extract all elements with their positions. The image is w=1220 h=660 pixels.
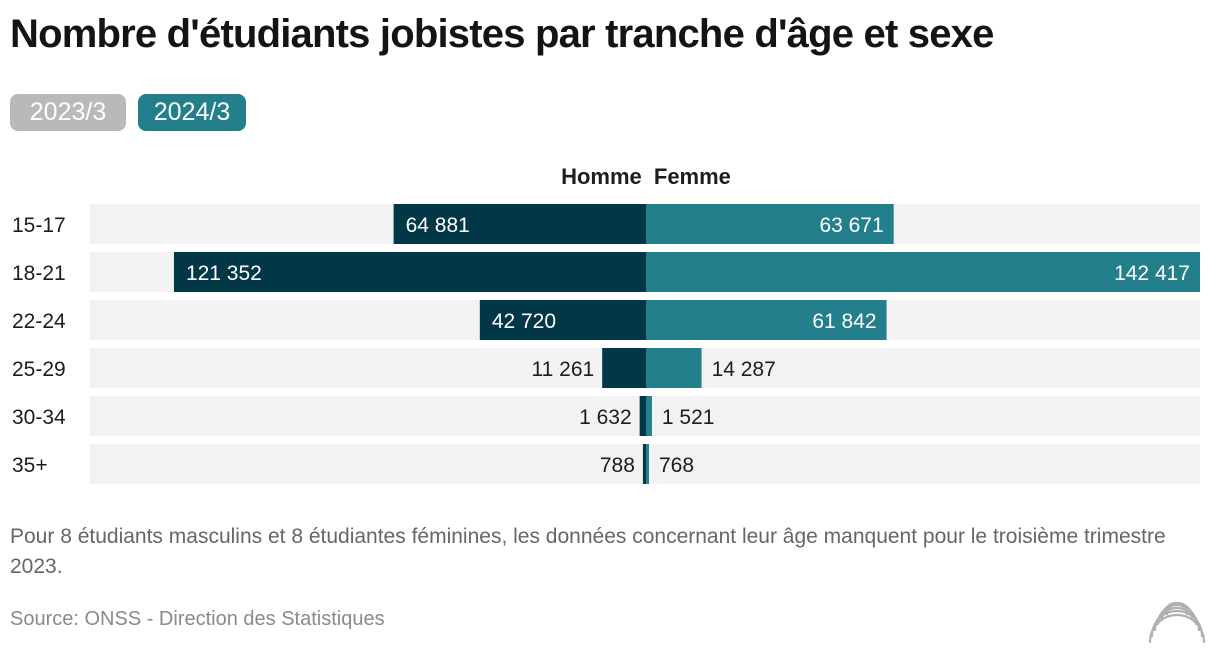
legend: Homme Femme <box>546 164 746 190</box>
data-label-femme: 61 842 <box>812 310 876 333</box>
data-label-femme: 142 417 <box>1114 262 1190 285</box>
period-tabs: 2023/3 2024/3 <box>10 94 246 131</box>
source-text: Source: ONSS - Direction des Statistique… <box>10 608 385 630</box>
category-label: 22-24 <box>12 310 66 333</box>
category-label: 25-29 <box>12 358 66 381</box>
bar-femme <box>646 252 1200 292</box>
data-label-femme: 63 671 <box>819 214 883 237</box>
category-label: 35+ <box>12 454 48 477</box>
data-label-femme: 768 <box>659 454 694 477</box>
data-label-homme: 121 352 <box>186 262 262 285</box>
diverging-bar-chart: 15-17 64 881 63 671 18-21 121 352 142 417 22-2… <box>12 204 1200 484</box>
data-label-homme: 64 881 <box>406 214 470 237</box>
tab-2023-3[interactable]: 2023/3 <box>10 94 126 131</box>
bar-femme <box>646 204 894 244</box>
bar-femme <box>646 348 702 388</box>
legend-homme: Homme <box>561 164 642 189</box>
data-label-homme: 788 <box>600 454 635 477</box>
bar-homme <box>479 300 646 340</box>
tab-2024-3[interactable]: 2024/3 <box>138 94 246 131</box>
footnote: Pour 8 étudiants masculins et 8 étudiant… <box>10 525 1166 578</box>
legend-femme: Femme <box>653 164 731 189</box>
bar-homme <box>602 348 646 388</box>
data-label-femme: 14 287 <box>712 358 776 381</box>
chart-title: Nombre d'étudiants jobistes par tranche … <box>10 12 994 56</box>
bar-homme <box>393 204 646 244</box>
bar-femme <box>646 300 887 340</box>
bar-homme <box>639 396 646 436</box>
bar-homme <box>642 444 646 484</box>
bar-homme <box>173 252 646 292</box>
data-label-homme: 11 261 <box>532 358 595 381</box>
category-label: 15-17 <box>12 214 66 237</box>
data-label-femme: 1 521 <box>662 406 715 429</box>
bar-femme <box>646 444 649 484</box>
bar-femme <box>646 396 652 436</box>
category-label: 30-34 <box>12 406 66 429</box>
concentric-arcs-logo-icon <box>1148 601 1206 644</box>
category-label: 18-21 <box>12 262 66 285</box>
data-label-homme: 42 720 <box>492 310 556 333</box>
data-label-homme: 1 632 <box>579 406 632 429</box>
